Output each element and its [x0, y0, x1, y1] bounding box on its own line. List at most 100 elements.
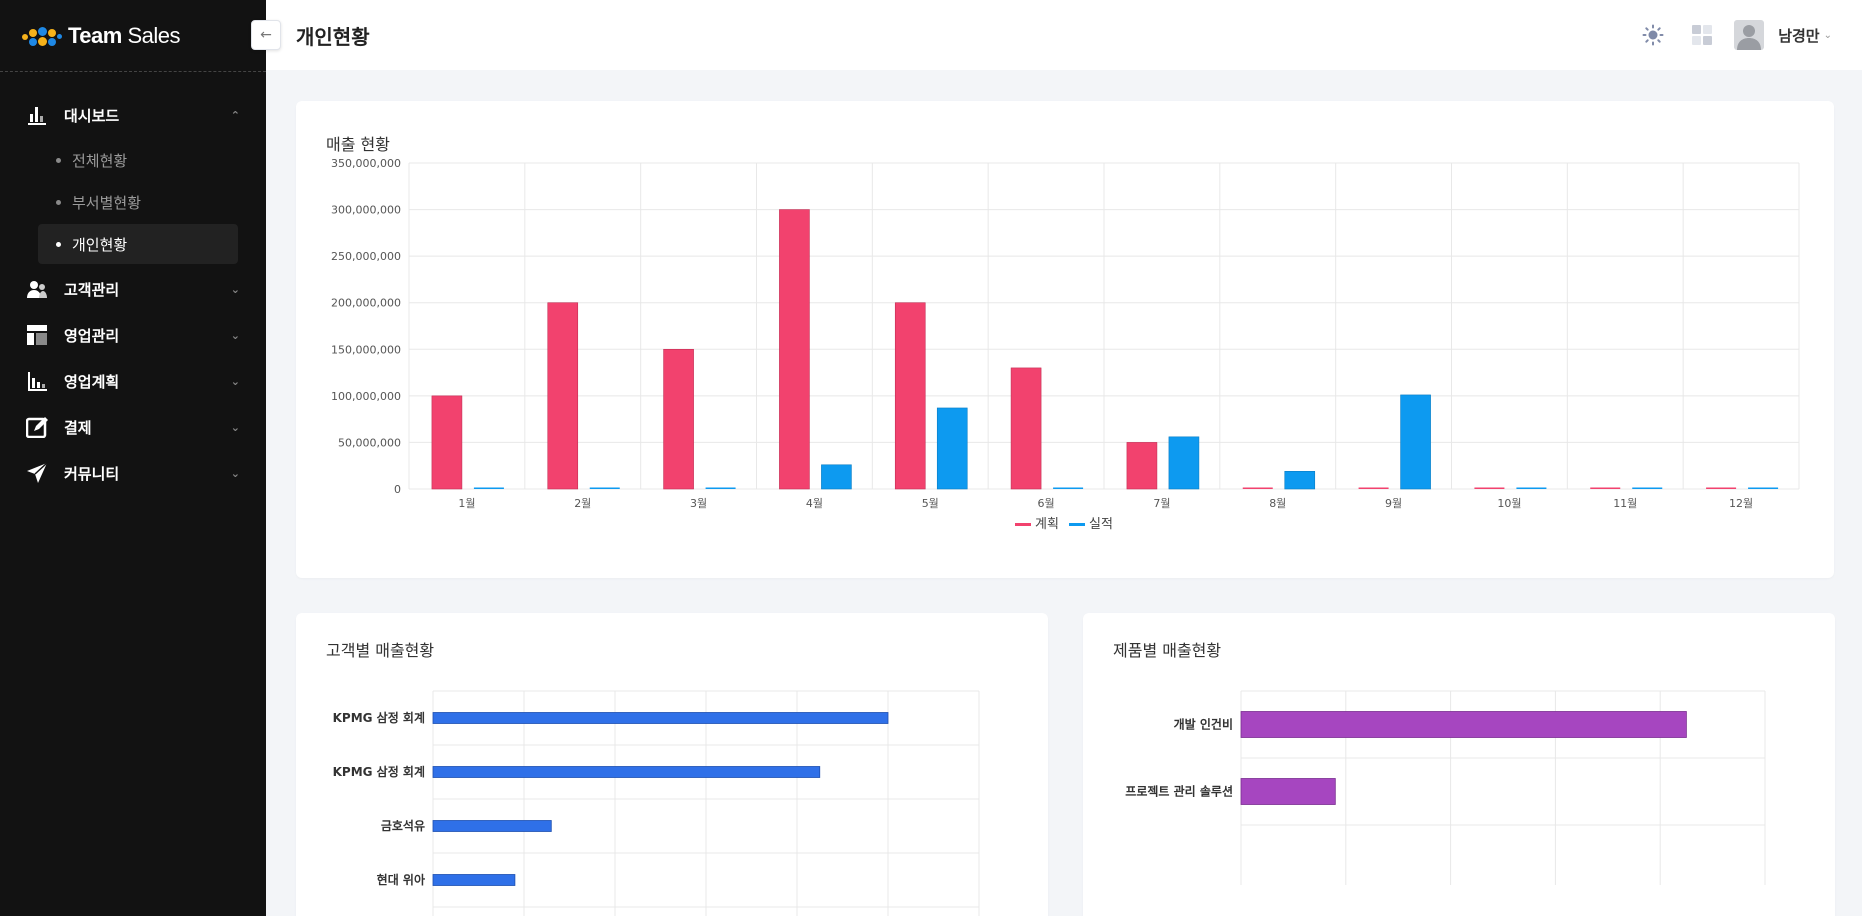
chevron-down-icon: ⌄ [230, 374, 240, 388]
plan-bar [1126, 442, 1158, 490]
x-tick-label: 7월 [1153, 497, 1170, 510]
send-icon [26, 462, 48, 484]
h-bar [432, 874, 516, 886]
y-tick-label: 200,000,000 [331, 297, 401, 310]
plan-bar [1474, 487, 1505, 489]
x-tick-label: 6월 [1038, 497, 1055, 510]
y-tick-label: 250,000,000 [331, 250, 401, 263]
y-tick-label: 100,000,000 [331, 390, 401, 403]
sidebar: Team Sales 대시보드 ⌃ 전체현황 부서별현황 개인현황 고객관리 ⌄ [0, 0, 266, 916]
avatar[interactable] [1734, 20, 1765, 50]
chevron-down-icon: ⌄ [230, 466, 240, 480]
sales-chart-title: 매출 현황 [326, 135, 390, 154]
actual-bar [705, 487, 736, 489]
actual-bar [1632, 487, 1663, 489]
arrow-left-icon: ← [260, 27, 272, 43]
sidebar-item-payment[interactable]: 결제 ⌄ [0, 404, 266, 450]
x-tick-label: 4월 [806, 497, 823, 510]
chevron-down-icon: ⌄ [230, 282, 240, 296]
plan-chart-icon [26, 370, 48, 392]
plan-bar [779, 209, 810, 490]
x-tick-label: 3월 [690, 497, 707, 510]
y-tick-label: 0 [394, 483, 401, 496]
sidebar-nav: 대시보드 ⌃ 전체현황 부서별현황 개인현황 고객관리 ⌄ 영업관리 ⌄ [0, 72, 266, 496]
category-label: 프로젝트 관리 솔루션 [1125, 784, 1233, 799]
h-bar [1240, 711, 1687, 738]
customers-icon [26, 278, 48, 300]
team-logo-icon [22, 25, 62, 47]
y-tick-label: 350,000,000 [331, 157, 401, 170]
y-tick-label: 300,000,000 [331, 204, 401, 217]
actual-bar [1284, 471, 1316, 490]
sidebar-item-customers[interactable]: 고객관리 ⌄ [0, 266, 266, 312]
brand[interactable]: Team Sales [0, 0, 266, 72]
plan-bar [1358, 487, 1389, 489]
x-tick-label: 12월 [1729, 497, 1753, 510]
product-sales-card: 제품별 매출현황 개발 인건비 프로젝트 관리 솔루션 [1083, 613, 1835, 916]
sidebar-subitem-overall[interactable]: 전체현황 [38, 140, 238, 180]
customer-chart-title: 고객별 매출현황 [326, 641, 435, 660]
user-name[interactable]: 남경만 [1778, 26, 1820, 45]
sun-icon[interactable] [1642, 24, 1664, 46]
chevron-up-icon: ⌃ [230, 108, 240, 122]
h-bar [432, 766, 821, 778]
chevron-down-icon: ⌄ [230, 328, 240, 342]
actual-bar [473, 487, 504, 489]
category-label: 개발 인건비 [1174, 717, 1233, 732]
x-tick-label: 5월 [922, 497, 939, 510]
sidebar-item-community[interactable]: 커뮤니티 ⌄ [0, 450, 266, 496]
x-tick-label: 8월 [1269, 497, 1286, 510]
x-tick-label: 9월 [1385, 497, 1402, 510]
x-tick-label: 1월 [458, 497, 475, 510]
sidebar-item-sales-management[interactable]: 영업관리 ⌄ [0, 312, 266, 358]
sidebar-item-sales-plan[interactable]: 영업계획 ⌄ [0, 358, 266, 404]
plan-bar [1706, 487, 1737, 489]
y-tick-label: 50,000,000 [338, 436, 401, 449]
sidebar-subitem-personal[interactable]: 개인현황 [38, 224, 238, 264]
sales-bar-chart: 0 50,000,000 100,000,000 150,000,000 200,000… [331, 157, 1800, 532]
plan-bar [1242, 487, 1273, 489]
legend-swatch [1015, 523, 1031, 526]
category-label: 금호석유 [381, 819, 425, 833]
chevron-down-icon: ⌄ [230, 420, 240, 434]
actual-bar [1168, 436, 1200, 490]
category-label: KPMG 삼정 회계 [333, 764, 425, 779]
plan-bar [431, 395, 463, 490]
sidebar-subitem-department[interactable]: 부서별현황 [38, 182, 238, 222]
page-title: 개인현황 [296, 24, 370, 49]
plan-bar [547, 302, 579, 490]
collapse-sidebar-button[interactable]: ← [251, 20, 281, 50]
actual-bar [821, 464, 852, 490]
layout-icon [26, 324, 48, 346]
actual-bar [936, 407, 968, 490]
h-bar [432, 820, 552, 832]
x-tick-label: 10월 [1497, 497, 1521, 510]
brand-name: Team Sales [68, 22, 181, 48]
apps-grid-icon[interactable] [1692, 25, 1713, 45]
h-bar [1240, 778, 1336, 805]
actual-bar [1748, 487, 1779, 489]
x-tick-label: 11월 [1613, 497, 1637, 510]
category-label: 현대 위아 [377, 872, 425, 887]
plan-bar [1590, 487, 1621, 489]
actual-bar [1053, 487, 1084, 489]
actual-bar [1516, 487, 1547, 489]
bar-chart-icon [26, 104, 48, 126]
edit-icon [26, 416, 48, 438]
plan-bar [894, 302, 926, 490]
x-tick-label: 2월 [574, 497, 591, 510]
legend-label: 실적 [1089, 517, 1113, 532]
sales-status-card: 매출 현황 0 50,000,000 100,000,000 150,000,000 2… [296, 101, 1834, 578]
category-label: KPMG 삼정 회계 [333, 710, 425, 725]
dashboard-submenu: 전체현황 부서별현황 개인현황 [0, 140, 266, 264]
chevron-down-icon[interactable]: ⌄ [1823, 29, 1832, 41]
plan-bar [1010, 367, 1042, 490]
header-actions: 남경만 ⌄ [1642, 20, 1832, 50]
h-bar [432, 712, 889, 724]
legend-swatch [1069, 523, 1085, 526]
actual-bar [589, 487, 620, 489]
sidebar-item-dashboard[interactable]: 대시보드 ⌃ [0, 92, 266, 138]
